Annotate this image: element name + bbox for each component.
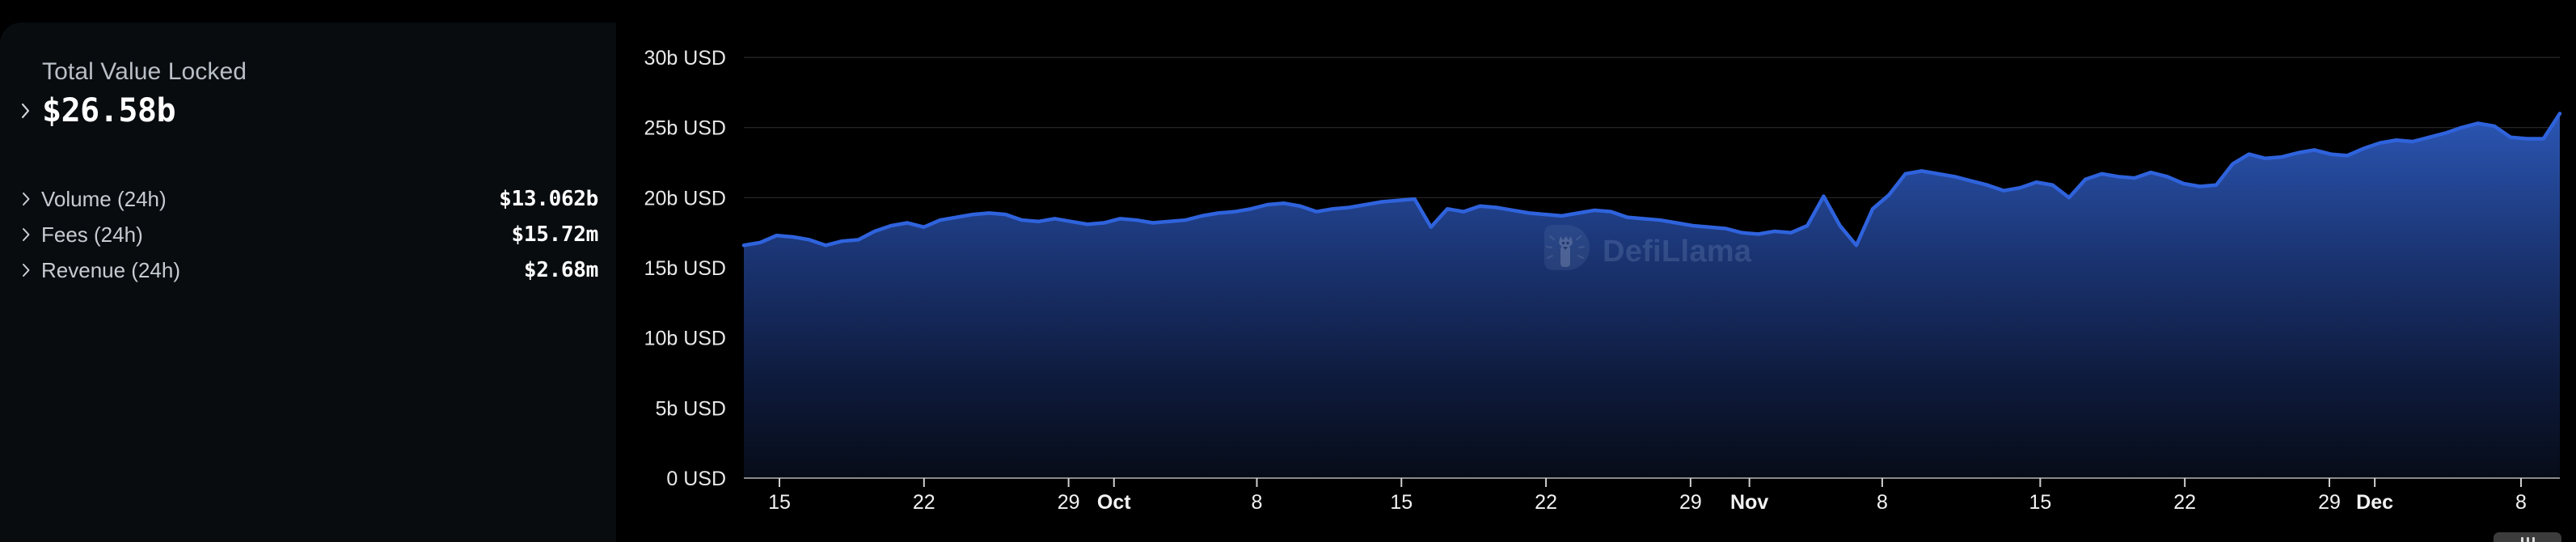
stat-left-volume[interactable]: Volume (24h) bbox=[18, 186, 499, 212]
stat-left-revenue[interactable]: Revenue (24h) bbox=[18, 257, 524, 283]
x-tick-label: 15 bbox=[1390, 491, 1413, 514]
series-area-total-value-locked bbox=[744, 113, 2560, 478]
x-tick-label: Nov bbox=[1730, 491, 1768, 514]
chevron-right-icon[interactable] bbox=[18, 222, 34, 247]
tvl-value-row[interactable]: $26.58b bbox=[18, 92, 598, 129]
stat-row-volume-24h[interactable]: Volume (24h) $13.062b bbox=[18, 181, 598, 217]
x-tick-label: 15 bbox=[768, 491, 791, 514]
x-tick-label: 15 bbox=[2029, 491, 2051, 514]
chart-area-fill bbox=[744, 113, 2560, 478]
stat-value: $15.72m bbox=[511, 222, 599, 247]
stat-row-fees-24h[interactable]: Fees (24h) $15.72m bbox=[18, 217, 598, 252]
x-tick-label: Oct bbox=[1097, 491, 1131, 514]
stat-left-fees[interactable]: Fees (24h) bbox=[18, 222, 512, 248]
chart-x-tick-labels: 15 22 29 Oct 8 15 22 29 Nov 8 15 22 29 Dec 8 bbox=[768, 491, 2527, 514]
chart-y-tick-labels: 0 USD 5b USD 10b USD 15b USD 20b USD 25b USD 3… bbox=[644, 47, 726, 490]
tvl-label: Total Value Locked bbox=[42, 58, 247, 85]
tvl-area-chart[interactable]: 0 USD 5b USD 10b USD 15b USD 20b USD 25b USD 3… bbox=[616, 0, 2576, 542]
y-tick-label: 5b USD bbox=[655, 397, 726, 420]
stat-value: $13.062b bbox=[499, 187, 598, 211]
stat-rows: Volume (24h) $13.062b Fees (24h) $15.72m bbox=[18, 181, 598, 288]
drag-handle-icon[interactable] bbox=[2494, 532, 2561, 542]
x-tick-label: 22 bbox=[1535, 491, 1557, 514]
chart-line bbox=[741, 112, 2562, 248]
tvl-summary: Total Value Locked $26.58b bbox=[18, 57, 598, 129]
x-tick-label: 8 bbox=[1252, 491, 1263, 514]
y-tick-label: 20b USD bbox=[644, 187, 726, 210]
x-tick-label: 22 bbox=[2173, 491, 2196, 514]
tvl-value: $26.58b bbox=[42, 92, 176, 129]
x-tick-label: 29 bbox=[1679, 491, 1702, 514]
grip-dot bbox=[2526, 536, 2529, 542]
y-tick-label: 15b USD bbox=[644, 257, 726, 280]
y-tick-label: 25b USD bbox=[644, 117, 726, 140]
chart-axes bbox=[744, 477, 2560, 487]
stat-row-revenue-24h[interactable]: Revenue (24h) $2.68m bbox=[18, 252, 598, 288]
stat-label: Revenue (24h) bbox=[41, 258, 180, 282]
stat-label: Fees (24h) bbox=[41, 222, 143, 247]
chevron-right-icon[interactable] bbox=[18, 258, 34, 282]
series-line-total-value-locked bbox=[741, 112, 2562, 248]
x-tick-label: Dec bbox=[2356, 491, 2393, 514]
grip-dot bbox=[2532, 536, 2535, 542]
grip-dot bbox=[2520, 536, 2523, 542]
x-tick-label: 29 bbox=[1058, 491, 1080, 514]
x-tick-label: 22 bbox=[913, 491, 935, 514]
chevron-right-icon[interactable] bbox=[18, 99, 34, 123]
stats-panel: Total Value Locked $26.58b bbox=[0, 23, 616, 542]
x-tick-label: 8 bbox=[2515, 491, 2527, 514]
chevron-right-icon[interactable] bbox=[18, 187, 34, 211]
chart-canvas[interactable]: 0 USD 5b USD 10b USD 15b USD 20b USD 25b USD 3… bbox=[616, 0, 2576, 542]
stat-value: $2.68m bbox=[523, 258, 598, 282]
y-tick-label: 0 USD bbox=[666, 468, 726, 490]
y-tick-label: 30b USD bbox=[644, 47, 726, 70]
stat-label: Volume (24h) bbox=[41, 187, 167, 211]
y-tick-label: 10b USD bbox=[644, 328, 726, 350]
x-tick-label: 8 bbox=[1877, 491, 1888, 514]
x-tick-label: 29 bbox=[2318, 491, 2341, 514]
